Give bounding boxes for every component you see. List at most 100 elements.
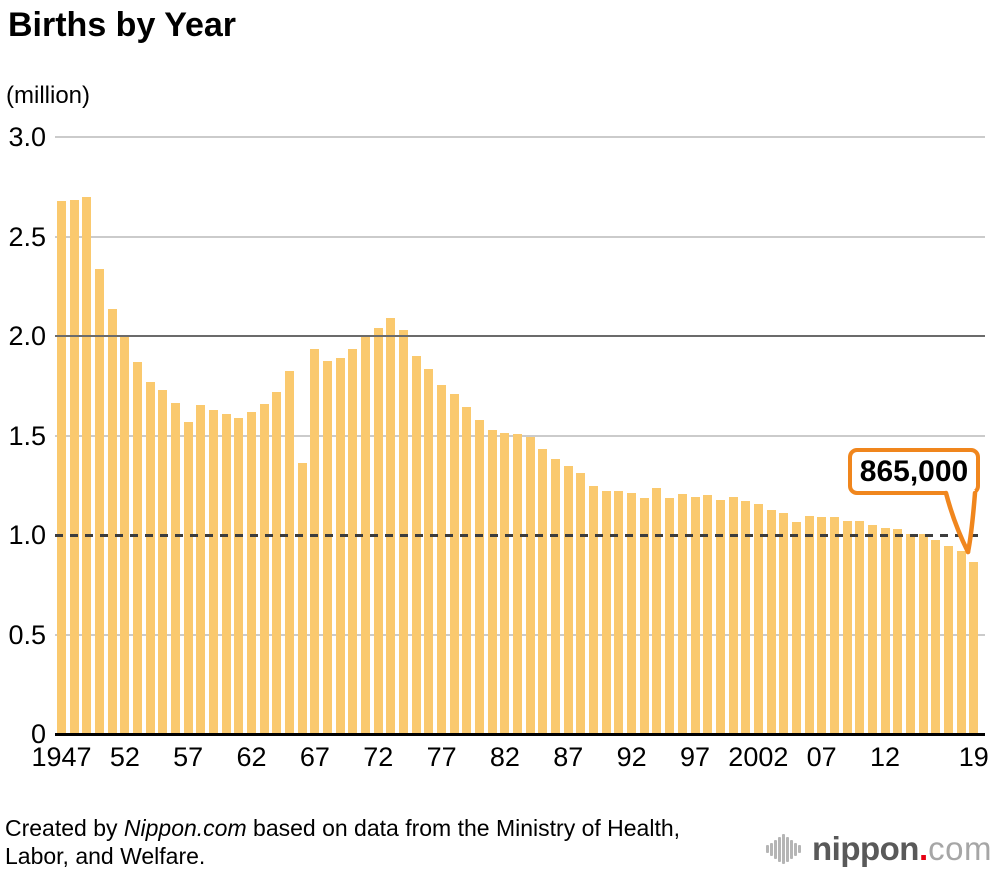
y-axis-unit-label: (million) [6,82,90,109]
bar-1966 [297,463,307,734]
bar-1969 [335,357,345,734]
x-tick-label-1947: 1947 [31,742,92,772]
bar-2001 [741,500,751,734]
bar-2008 [829,516,839,734]
y-tick-label-1.5: 1.5 [8,420,46,451]
bar-1964 [272,392,282,734]
x-tick-label-12: 12 [870,742,901,772]
bar-1974 [399,330,409,734]
y-tick-label-3.0: 3.0 [8,122,46,152]
x-tick-label-19: 19 [958,742,989,772]
bar-1951 [107,308,117,734]
bar-2019 [969,561,979,734]
bar-1997 [690,496,700,734]
bar-2003 [766,510,776,734]
bar-1989 [589,485,599,734]
bar-1948 [69,200,79,734]
logo-brand-text: nippon [812,830,919,867]
bar-1982 [500,432,510,734]
bar-1962 [247,411,257,734]
gridline-2.5 [55,235,985,238]
y-tick-label-2.0: 2.0 [8,321,46,351]
bar-2004 [779,512,789,734]
chart-title: Births by Year [8,6,237,44]
bar-1990 [601,490,611,734]
bar-2011 [867,524,877,734]
bar-1977 [437,384,447,734]
bar-1972 [373,328,383,734]
gridline-3.0 [55,136,985,138]
x-tick-label-2002: 2002 [728,742,789,772]
bar-1965 [285,371,295,734]
logo-dot: . [918,830,929,867]
bar-1991 [614,490,624,734]
bar-1995 [665,497,675,734]
bar-2015 [918,533,928,734]
annotation-pointer-icon [943,490,978,555]
bar-1958 [196,405,206,734]
bar-1973 [386,317,396,734]
x-tick-label-77: 77 [426,742,457,772]
bar-1988 [576,472,586,734]
nippon-logo: nippon . com [766,830,992,868]
bar-1987 [563,465,573,734]
bar-1994 [652,487,662,734]
bar-1996 [677,493,687,734]
x-tick-label-67: 67 [299,742,330,772]
bar-1950 [95,268,104,734]
bar-1954 [145,381,155,734]
y-tick-label-1.0: 1.0 [8,520,46,550]
bar-1979 [462,407,472,734]
bar-2018 [956,551,966,734]
bar-1963 [259,403,269,734]
bar-1949 [82,197,92,734]
x-tick-label-72: 72 [363,742,394,772]
bar-2009 [842,521,852,734]
bar-1961 [234,417,244,734]
bar-1970 [348,349,358,734]
credit-source: Nippon.com [123,815,247,841]
gridline-solid-2.0 [55,335,985,337]
bar-2006 [804,516,814,734]
credit-suffix: based on data from the Ministry of Healt… [5,815,681,869]
bar-1983 [513,433,523,734]
bar-1993 [639,497,649,734]
x-tick-label-97: 97 [679,742,711,772]
bar-2016 [931,539,941,734]
y-tick-label-0: 0 [30,719,46,749]
x-tick-label-87: 87 [553,742,584,772]
bar-1957 [183,422,193,734]
logo-tld-text: com [928,830,992,867]
bar-1986 [551,458,561,734]
bar-2012 [880,527,890,734]
bar-1956 [171,402,181,734]
annotation-callout: 865,000 [848,448,980,495]
bar-1960 [221,414,231,734]
gridline-dashed-1.0 [55,534,985,537]
bar-1984 [525,437,535,734]
bar-1978 [449,393,459,734]
soundwave-icon [766,834,802,864]
bar-2014 [905,534,915,734]
bar-1985 [538,449,548,734]
bar-1968 [323,361,333,734]
bar-1981 [487,429,497,734]
x-tick-label-92: 92 [616,742,647,772]
bar-1992 [627,493,637,734]
bar-1955 [158,389,168,734]
bar-1967 [310,348,320,734]
bar-2002 [753,504,763,734]
bar-1953 [133,362,143,734]
bar-1999 [715,499,725,734]
x-tick-label-07: 07 [806,742,837,772]
x-axis-line [55,733,985,736]
x-tick-label-52: 52 [109,742,140,772]
x-tick-label-82: 82 [489,742,520,772]
bar-2017 [943,545,953,734]
bar-2013 [893,529,903,734]
bar-2007 [817,517,827,734]
bar-1976 [424,369,434,734]
bar-1947 [57,200,66,734]
